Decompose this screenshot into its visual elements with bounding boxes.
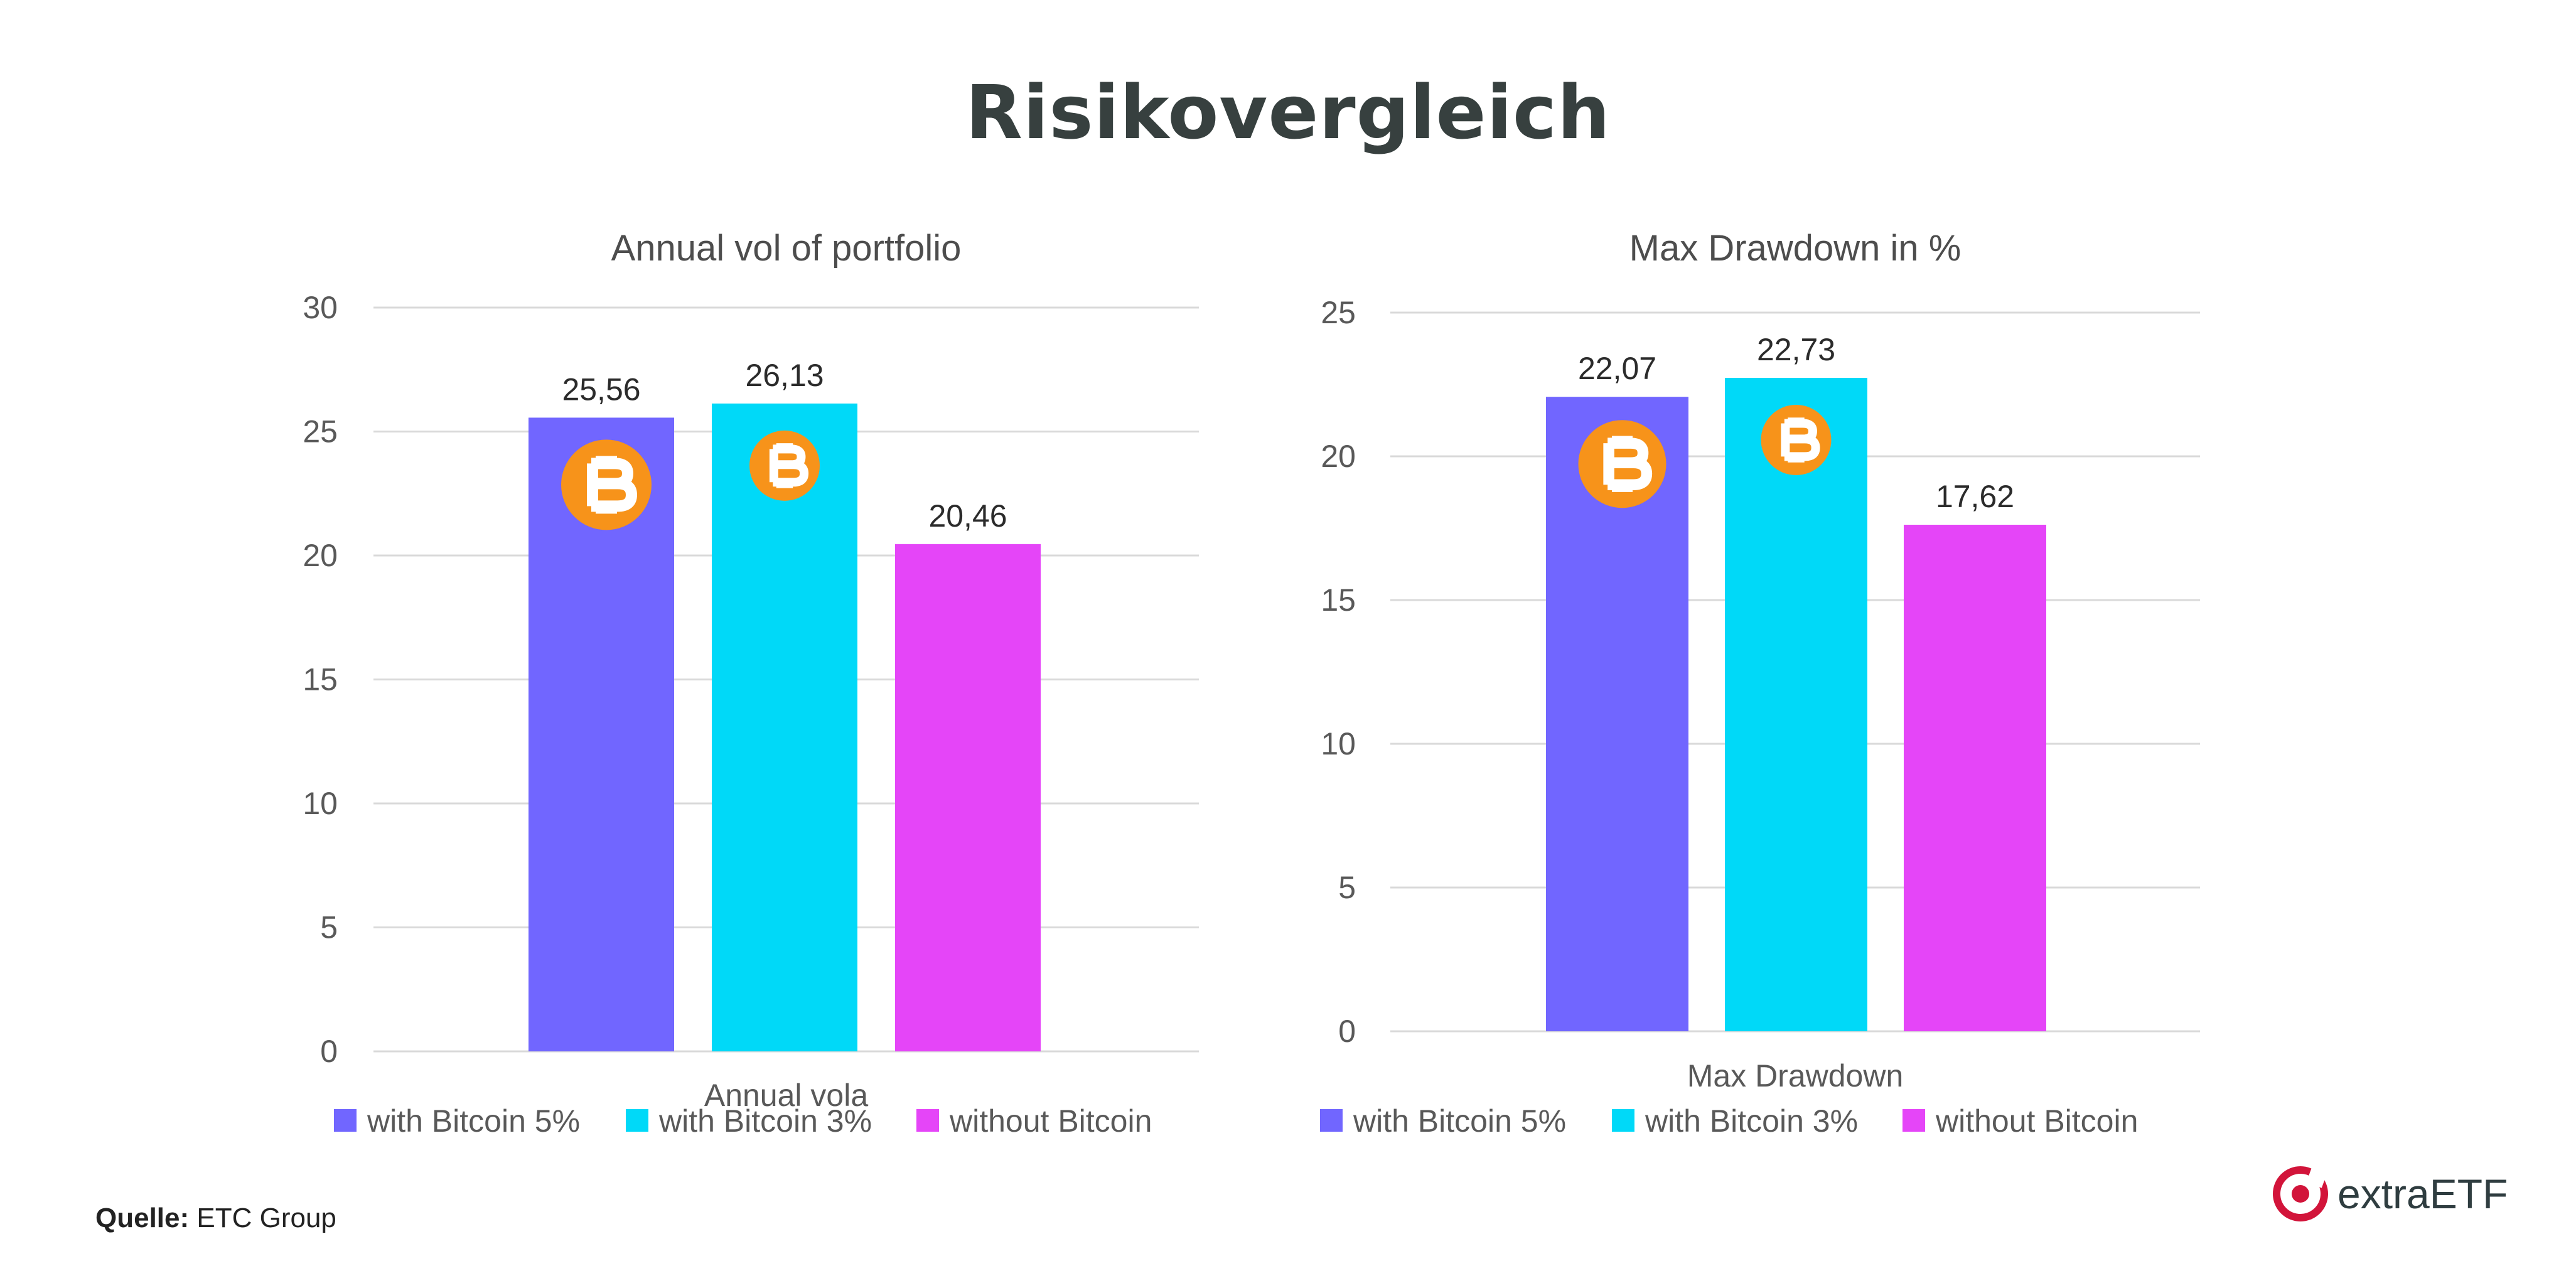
- bitcoin-symbol: [587, 456, 637, 514]
- bitcoin-symbol-path: [769, 443, 809, 488]
- category-label: Max Drawdown: [1687, 1058, 1904, 1093]
- data-label: 17,62: [1936, 479, 2014, 514]
- y-tick-label: 15: [1321, 582, 1356, 618]
- brand-name: extraETF: [2337, 1171, 2508, 1217]
- category-label: Annual vola: [704, 1078, 868, 1113]
- data-label: 25,56: [562, 372, 640, 407]
- bar: [895, 544, 1041, 1051]
- bitcoin-symbol-path: [1781, 417, 1820, 463]
- legend-label: without Bitcoin: [949, 1103, 1152, 1139]
- bitcoin-symbol-path: [1603, 436, 1653, 492]
- data-label: 20,46: [928, 498, 1007, 534]
- bitcoin-symbol: [1781, 417, 1820, 463]
- bitcoin-symbol: [1603, 436, 1653, 492]
- y-tick-label: 5: [1338, 870, 1356, 905]
- y-tick-label: 10: [1321, 726, 1356, 761]
- legend-label: with Bitcoin 5%: [367, 1103, 580, 1139]
- source-label: Quelle:: [95, 1203, 190, 1233]
- chart-title: Max Drawdown in %: [1629, 228, 1962, 269]
- legend-swatch: [1612, 1109, 1634, 1132]
- y-tick-label: 0: [320, 1034, 338, 1069]
- chart-title: Annual vol of portfolio: [611, 228, 962, 269]
- legend-swatch: [916, 1109, 939, 1132]
- y-tick-label: 20: [303, 538, 338, 573]
- bar: [712, 403, 857, 1051]
- source-value: ETC Group: [196, 1203, 336, 1233]
- y-tick-label: 10: [303, 786, 338, 821]
- bar: [1725, 377, 1867, 1031]
- legend-label: with Bitcoin 3%: [658, 1103, 872, 1139]
- data-label: 26,13: [745, 358, 824, 393]
- y-tick-label: 0: [1338, 1014, 1356, 1049]
- y-tick-label: 30: [303, 290, 338, 325]
- extraetf-logo-icon: [2273, 1166, 2328, 1221]
- legend-label: without Bitcoin: [1935, 1103, 2138, 1139]
- bitcoin-symbol-path: [587, 456, 637, 514]
- brand-logo: extraETF: [2272, 1162, 2508, 1225]
- y-tick-label: 15: [303, 662, 338, 697]
- page-title: Risikovergleich: [965, 69, 1611, 156]
- legend-swatch: [626, 1109, 648, 1132]
- y-tick-label: 25: [303, 414, 338, 449]
- data-label: 22,73: [1757, 332, 1835, 367]
- source-note: Quelle: ETC Group: [95, 1203, 336, 1234]
- legend-swatch: [334, 1109, 357, 1132]
- y-tick-label: 20: [1321, 439, 1356, 474]
- y-tick-label: 25: [1321, 295, 1356, 330]
- legend-swatch: [1902, 1109, 1925, 1132]
- y-tick-label: 5: [320, 910, 338, 945]
- bitcoin-symbol: [769, 443, 809, 488]
- legend-label: with Bitcoin 3%: [1645, 1103, 1858, 1139]
- legend-label: with Bitcoin 5%: [1353, 1103, 1566, 1139]
- legend-swatch: [1320, 1109, 1343, 1132]
- data-label: 22,07: [1578, 351, 1656, 386]
- bar: [1904, 525, 2046, 1031]
